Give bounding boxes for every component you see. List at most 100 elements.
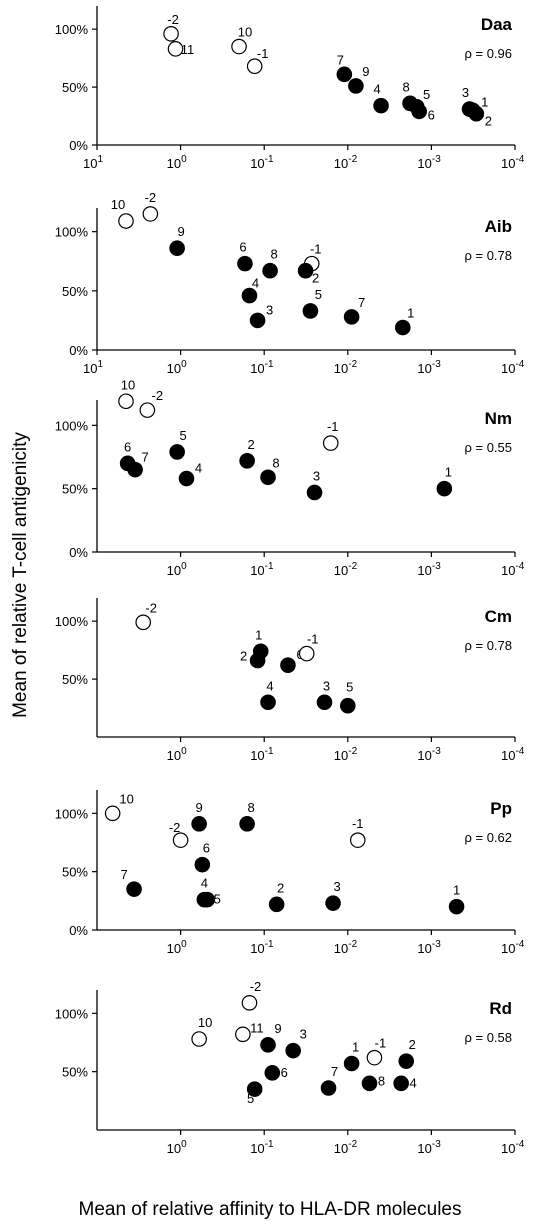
data-point-open: [142, 206, 159, 222]
data-point-label: 6: [428, 107, 435, 122]
data-point-label: 1: [481, 94, 488, 109]
y-tick-label: 50%: [62, 284, 88, 299]
x-tick-label: 10-1: [250, 359, 274, 376]
data-point-label: 7: [337, 52, 344, 67]
panel-cm: 50% 100% 100 10-1 10-2 10-3 10-4 Cm ρ = 0.78 -2 12…: [55, 598, 525, 763]
x-tick-label: 10-2: [334, 154, 358, 171]
data-point-filled: [320, 1080, 337, 1096]
data-point-filled: [239, 816, 255, 832]
data-point-open: [241, 995, 258, 1011]
x-tick-label: 10-3: [417, 359, 441, 376]
data-point-label: 9: [178, 224, 185, 239]
data-point-open: [366, 1049, 383, 1066]
data-point-filled: [448, 898, 465, 915]
data-point-filled: [436, 480, 453, 497]
x-tick-label: 10-4: [501, 939, 525, 956]
data-point-label: 9: [274, 1021, 281, 1036]
data-point-filled: [169, 240, 185, 257]
panel-title: Aib: [485, 217, 512, 236]
panel-rho: ρ = 0.78: [464, 638, 512, 653]
panel-rho: ρ = 0.55: [464, 440, 512, 455]
data-point-filled: [316, 694, 333, 711]
data-point-label: 3: [462, 85, 469, 100]
y-tick-label: 100%: [55, 614, 89, 629]
data-point-label: -1: [327, 419, 339, 434]
data-point-label: 8: [402, 79, 409, 94]
data-point-filled: [297, 262, 314, 279]
data-point-filled: [178, 470, 195, 487]
panel-title: Rd: [489, 999, 512, 1018]
data-point-filled: [306, 484, 323, 501]
y-tick-label: 100%: [55, 225, 89, 240]
data-point-label: 4: [410, 1075, 417, 1090]
data-point-open: [349, 832, 366, 848]
data-point-label: 5: [180, 428, 187, 443]
x-tick-label: 10-2: [334, 746, 358, 763]
data-point-filled: [241, 287, 258, 304]
data-point-filled: [194, 856, 211, 873]
data-point-label: 4: [195, 461, 202, 476]
x-tick-label: 101: [83, 154, 103, 171]
data-point-label: 3: [300, 1027, 307, 1042]
data-point-filled: [285, 1042, 301, 1059]
data-point-label: 7: [120, 867, 127, 882]
x-tick-label: 10-4: [501, 154, 525, 171]
data-point-label: 1: [407, 306, 414, 321]
x-tick-label: 10-3: [417, 939, 441, 956]
panel-title: Daa: [481, 15, 513, 34]
data-point-filled: [249, 652, 266, 669]
x-tick-label: 100: [167, 359, 187, 376]
x-tick-label: 10-1: [250, 154, 274, 171]
data-point-label: 4: [266, 678, 273, 693]
data-point-label: 8: [272, 455, 279, 470]
data-point-label: 3: [323, 678, 330, 693]
data-point-label: 5: [214, 892, 221, 907]
data-point-filled: [411, 103, 427, 120]
x-tick-label: 10-3: [417, 561, 441, 578]
x-tick-label: 10-4: [501, 746, 525, 763]
data-point-label: 5: [346, 680, 353, 695]
panel-title: Pp: [490, 799, 512, 818]
data-point-label: 10: [121, 377, 135, 392]
data-point-label: 1: [445, 465, 452, 480]
data-point-label: 3: [333, 879, 340, 894]
data-point-open: [163, 25, 179, 42]
data-point-label: 1: [255, 627, 262, 642]
data-point-label: 4: [201, 876, 208, 891]
x-tick-label: 10-2: [334, 1139, 358, 1156]
data-point-filled: [169, 444, 185, 460]
data-point-label: -2: [145, 190, 157, 205]
x-tick-label: 10-4: [501, 561, 525, 578]
data-point-filled: [246, 1081, 263, 1097]
data-point-open: [167, 41, 184, 57]
data-point-filled: [339, 697, 356, 714]
data-point-open: [235, 1026, 251, 1043]
data-point-label: 10: [111, 197, 125, 212]
data-point-label: 8: [248, 800, 255, 815]
data-point-label: 10: [198, 1015, 212, 1030]
data-point-label: -1: [307, 632, 319, 647]
data-point-label: 6: [124, 439, 131, 454]
y-tick-label: 50%: [62, 672, 88, 687]
y-tick-label: 0%: [69, 923, 88, 938]
x-tick-label: 100: [167, 1139, 187, 1156]
data-point-label: 7: [331, 1064, 338, 1079]
data-point-label: 7: [358, 295, 365, 310]
data-point-filled: [199, 891, 216, 908]
x-tick-label: 10-3: [417, 154, 441, 171]
data-point-label: 2: [409, 1037, 416, 1052]
data-point-open: [231, 38, 247, 55]
data-point-label: 10: [119, 791, 133, 806]
data-point-label: 9: [362, 64, 369, 79]
data-point-label: 1: [453, 883, 460, 898]
x-tick-label: 10-1: [250, 746, 274, 763]
data-point-open: [191, 1031, 207, 1047]
data-point-label: -2: [167, 12, 179, 27]
data-point-label: -2: [250, 979, 262, 994]
data-point-filled: [268, 896, 285, 913]
y-tick-label: 0%: [69, 138, 88, 153]
x-tick-label: 10-3: [417, 1139, 441, 1156]
data-point-label: 9: [196, 800, 203, 815]
